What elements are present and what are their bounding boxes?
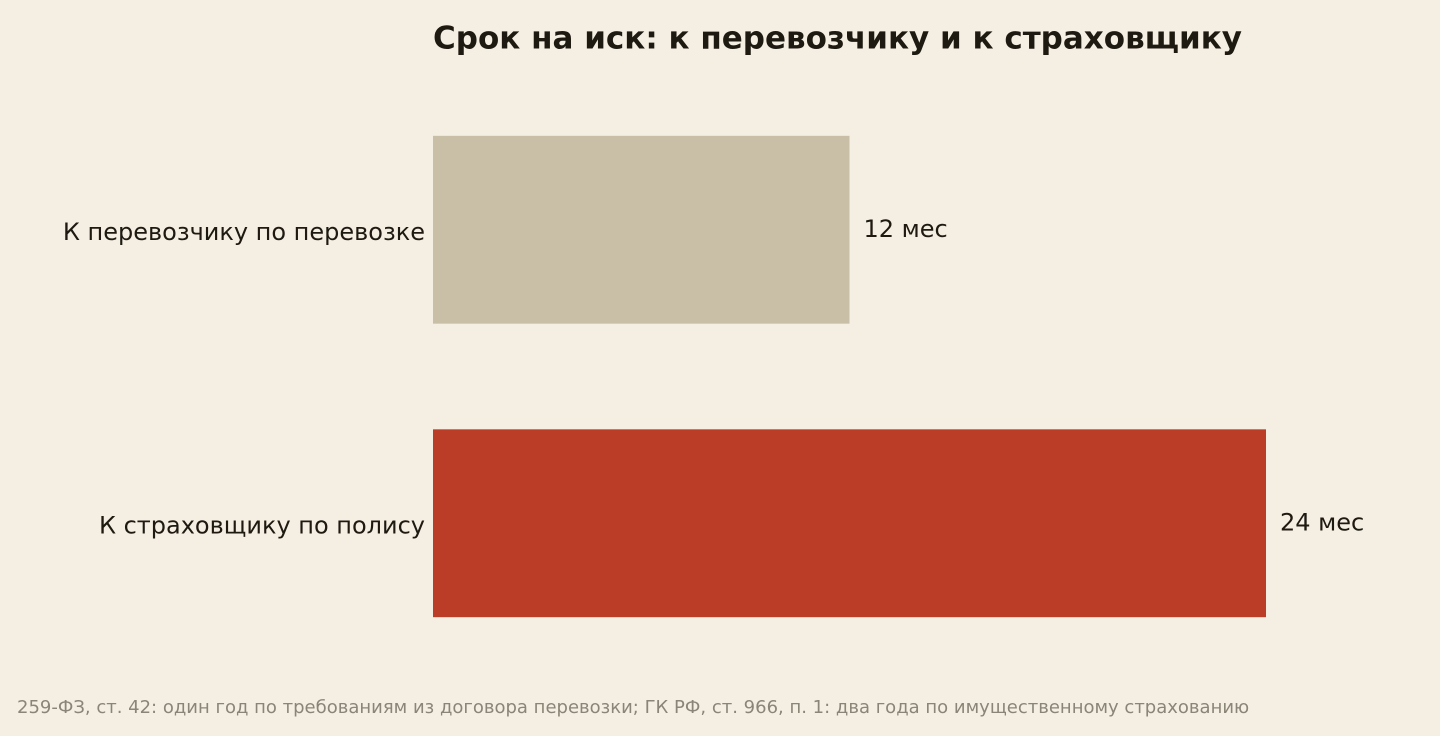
bar [433,429,1266,618]
value-label: 24 мес [1280,508,1364,536]
value-label: 12 мес [864,215,948,243]
y-tick-label: К страховщику по полису [99,511,425,539]
chart-title: Срок на иск: к перевозчику и к страховщи… [433,21,1242,57]
bar [433,135,850,324]
y-tick-label: К перевозчику по перевозке [63,218,425,246]
caption: 259-ФЗ, ст. 42: один год по требованиям … [17,697,1249,718]
